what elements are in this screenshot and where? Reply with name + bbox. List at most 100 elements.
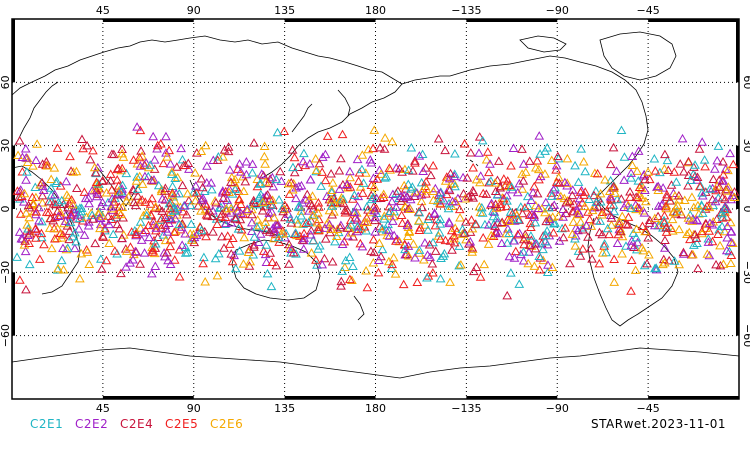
observation-marker [226,249,237,258]
observation-marker [371,203,382,213]
legend-item-c2e2: C2E2 [75,417,109,431]
observation-marker [28,198,39,208]
observation-marker [244,244,255,254]
observation-marker [339,262,350,272]
observation-marker [573,177,584,186]
observation-marker [365,207,376,217]
observation-marker [506,161,516,170]
observation-marker [547,262,558,271]
tick-label: 0 [0,206,12,213]
tick-label: −135 [451,4,481,17]
date-stamp: STARwet.2023-11-01 [591,417,727,431]
observation-marker [14,227,25,236]
observation-marker [567,190,578,200]
observation-marker [501,190,512,200]
observation-marker [264,208,275,217]
observation-marker [709,164,720,173]
observation-marker [669,167,680,176]
observation-marker [407,166,418,175]
tick-label: 180 [365,4,386,17]
observation-marker [421,176,431,186]
coastline-asia-east [261,83,403,179]
observation-marker [352,154,363,164]
observation-marker [96,264,107,273]
observation-marker [232,206,243,215]
observation-marker [543,260,553,269]
observation-marker [717,176,727,185]
observation-marker [213,248,224,258]
observation-marker [572,205,583,215]
observation-marker [391,236,401,245]
observation-marker [146,268,157,278]
observation-marker [261,257,272,267]
observation-marker [196,174,207,183]
observation-marker [509,253,520,262]
observation-marker [561,197,572,207]
observation-marker [345,166,355,176]
observation-marker [678,249,689,258]
observation-marker [165,241,176,251]
observation-marker [538,244,548,254]
observation-marker [402,220,413,230]
observation-marker [256,169,267,178]
observation-marker [435,234,446,243]
observation-marker [121,168,132,178]
observation-marker [697,228,708,238]
observation-marker [507,208,518,218]
observation-marker [599,238,610,248]
observation-marker [518,176,529,185]
observation-marker [169,196,180,205]
observation-marker [580,166,591,176]
observation-marker [22,157,33,166]
observation-marker [502,196,512,205]
observation-marker [619,175,629,184]
observation-marker [632,166,642,175]
observation-marker [191,188,202,197]
map-gridlines [12,19,739,399]
observation-marker [278,206,289,216]
observation-marker [277,203,288,213]
observation-marker [605,200,616,209]
observation-marker [200,277,211,286]
observation-marker [484,167,494,177]
observation-marker [570,234,580,243]
coastline-europe [11,81,59,151]
observation-marker [688,169,699,179]
observation-marker [505,207,516,216]
observation-marker [721,245,732,255]
observation-marker [504,228,515,238]
observation-marker [460,193,470,203]
observation-marker [704,226,715,235]
observation-marker [628,242,639,252]
observation-marker [334,165,345,175]
observation-marker [55,181,66,190]
observation-marker [149,175,159,184]
observation-marker [90,167,101,177]
observation-marker [326,194,337,204]
observation-marker [712,181,723,190]
observation-marker [729,192,740,202]
observation-marker [430,246,441,255]
observation-marker [649,220,660,230]
observation-marker [632,237,643,247]
observation-marker [15,185,26,194]
observation-marker [468,163,478,172]
observation-marker [697,226,707,236]
observation-marker [630,265,641,274]
observation-marker [317,259,328,269]
observation-marker [405,204,416,213]
observation-marker [241,157,252,166]
observation-marker [459,228,470,237]
tick-label: −90 [546,4,569,17]
observation-marker [336,153,346,163]
observation-marker [496,238,507,247]
observation-marker [454,260,464,270]
observation-marker [311,255,321,264]
observation-marker [170,213,181,223]
observation-marker [570,241,581,250]
tick-label: 0 [741,206,750,213]
observation-marker [455,213,465,222]
observation-marker [581,220,592,230]
observation-marker [140,171,150,181]
observation-marker [644,174,655,184]
